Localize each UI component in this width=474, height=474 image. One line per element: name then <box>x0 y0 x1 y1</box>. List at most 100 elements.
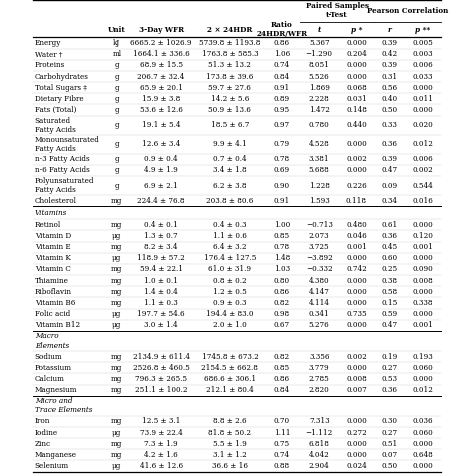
Text: 6.2 ± 3.8: 6.2 ± 3.8 <box>213 182 246 190</box>
Text: 0.42: 0.42 <box>382 50 398 58</box>
Text: mg: mg <box>111 299 122 307</box>
Text: −1.112: −1.112 <box>306 428 333 437</box>
Text: 4.2 ± 1.6: 4.2 ± 1.6 <box>144 451 178 459</box>
Text: 0.40: 0.40 <box>382 95 398 103</box>
Text: 1664.1 ± 336.6: 1664.1 ± 336.6 <box>133 50 190 58</box>
Text: 0.000: 0.000 <box>412 310 433 318</box>
Text: 5739.8 ± 1193.8: 5739.8 ± 1193.8 <box>199 39 261 47</box>
Text: 0.74: 0.74 <box>274 451 290 459</box>
Text: 173.8 ± 39.6: 173.8 ± 39.6 <box>206 73 254 81</box>
Text: 0.86: 0.86 <box>274 39 290 47</box>
Text: 0.002: 0.002 <box>346 155 367 164</box>
Text: 0.742: 0.742 <box>346 265 367 273</box>
Text: 1763.8 ± 585.3: 1763.8 ± 585.3 <box>201 50 258 58</box>
Text: 0.34: 0.34 <box>382 197 398 205</box>
Text: 0.031: 0.031 <box>346 95 367 103</box>
Text: 0.000: 0.000 <box>346 288 367 296</box>
Text: 0.001: 0.001 <box>412 243 433 251</box>
Text: mg: mg <box>111 451 122 459</box>
Text: g: g <box>115 140 119 148</box>
Text: 2.904: 2.904 <box>309 462 329 470</box>
Text: 6.4 ± 3.2: 6.4 ± 3.2 <box>213 243 246 251</box>
Text: 0.480: 0.480 <box>346 221 367 229</box>
Text: 686.6 ± 306.1: 686.6 ± 306.1 <box>204 375 256 383</box>
Text: −3.892: −3.892 <box>306 255 333 262</box>
Text: Vitamin E: Vitamin E <box>35 243 71 251</box>
Text: Macro
Elements: Macro Elements <box>35 332 69 349</box>
Text: μg: μg <box>112 255 121 262</box>
Text: 197.7 ± 54.6: 197.7 ± 54.6 <box>137 310 185 318</box>
Text: 14.2 ± 5.6: 14.2 ± 5.6 <box>211 95 249 103</box>
Text: 1.869: 1.869 <box>309 84 330 91</box>
Text: mg: mg <box>111 288 122 296</box>
Text: Water †: Water † <box>35 50 62 58</box>
Text: 0.98: 0.98 <box>274 310 290 318</box>
Text: 0.193: 0.193 <box>412 353 433 361</box>
Text: Ratio
24HDR/WFR: Ratio 24HDR/WFR <box>256 21 308 38</box>
Text: n-6 Fatty Acids: n-6 Fatty Acids <box>35 166 90 174</box>
Text: 1.0 ± 0.1: 1.0 ± 0.1 <box>144 277 178 285</box>
Text: 36.6 ± 16: 36.6 ± 16 <box>212 462 248 470</box>
Text: 2.228: 2.228 <box>309 95 329 103</box>
Text: 4.114: 4.114 <box>309 299 330 307</box>
Text: 3.0 ± 1.4: 3.0 ± 1.4 <box>145 321 178 329</box>
Text: 0.011: 0.011 <box>412 95 433 103</box>
Text: Monounsaturated
Fatty Acids: Monounsaturated Fatty Acids <box>35 136 100 153</box>
Text: Vitamin K: Vitamin K <box>35 255 71 262</box>
Text: 0.53: 0.53 <box>382 375 398 383</box>
Text: mg: mg <box>111 418 122 425</box>
Text: 0.36: 0.36 <box>382 232 398 240</box>
Text: 0.016: 0.016 <box>412 197 433 205</box>
Text: 176.4 ± 127.5: 176.4 ± 127.5 <box>204 255 256 262</box>
Text: g: g <box>115 182 119 190</box>
Text: 0.9 ± 0.3: 0.9 ± 0.3 <box>213 299 246 307</box>
Text: 0.25: 0.25 <box>382 265 398 273</box>
Text: Iron: Iron <box>35 418 50 425</box>
Text: 0.120: 0.120 <box>412 232 433 240</box>
Text: μg: μg <box>112 462 121 470</box>
Text: 2 × 24HDR: 2 × 24HDR <box>207 26 253 34</box>
Text: 212.1 ± 80.4: 212.1 ± 80.4 <box>206 386 254 394</box>
Text: 1.228: 1.228 <box>309 182 330 190</box>
Text: 0.060: 0.060 <box>412 428 433 437</box>
Text: 0.341: 0.341 <box>309 310 329 318</box>
Text: 0.50: 0.50 <box>382 462 398 470</box>
Text: 0.88: 0.88 <box>274 462 290 470</box>
Text: Cholesterol: Cholesterol <box>35 197 77 205</box>
Text: 0.85: 0.85 <box>274 232 290 240</box>
Text: 61.0 ± 31.9: 61.0 ± 31.9 <box>209 265 251 273</box>
Text: 1745.8 ± 673.2: 1745.8 ± 673.2 <box>201 353 258 361</box>
Text: 0.440: 0.440 <box>346 121 367 129</box>
Text: Total Sugars ‡: Total Sugars ‡ <box>35 84 87 91</box>
Text: 4.042: 4.042 <box>309 451 329 459</box>
Text: 0.31: 0.31 <box>382 73 398 81</box>
Text: Vitamin D: Vitamin D <box>35 232 71 240</box>
Text: 0.000: 0.000 <box>412 288 433 296</box>
Text: 0.000: 0.000 <box>412 375 433 383</box>
Text: 7.313: 7.313 <box>309 418 329 425</box>
Text: 2.0 ± 1.0: 2.0 ± 1.0 <box>213 321 247 329</box>
Text: 0.000: 0.000 <box>412 462 433 470</box>
Text: 9.9 ± 4.1: 9.9 ± 4.1 <box>213 140 247 148</box>
Text: 0.86: 0.86 <box>274 288 290 296</box>
Text: 1.11: 1.11 <box>274 428 290 437</box>
Text: 0.735: 0.735 <box>346 310 367 318</box>
Text: 0.204: 0.204 <box>346 50 367 58</box>
Text: 0.338: 0.338 <box>412 299 433 307</box>
Text: 0.000: 0.000 <box>346 321 367 329</box>
Text: 0.19: 0.19 <box>382 353 398 361</box>
Text: 0.51: 0.51 <box>382 440 398 448</box>
Text: 0.27: 0.27 <box>382 428 398 437</box>
Text: Vitamin B6: Vitamin B6 <box>35 299 75 307</box>
Text: 53.6 ± 12.6: 53.6 ± 12.6 <box>140 106 182 114</box>
Text: Proteins: Proteins <box>35 61 65 69</box>
Text: 0.39: 0.39 <box>382 155 398 164</box>
Text: 5.5 ± 1.9: 5.5 ± 1.9 <box>213 440 247 448</box>
Text: g: g <box>115 95 119 103</box>
Text: 3-Day WFR: 3-Day WFR <box>138 26 184 34</box>
Text: 2.820: 2.820 <box>309 386 329 394</box>
Text: 73.9 ± 22.4: 73.9 ± 22.4 <box>140 428 182 437</box>
Text: 0.69: 0.69 <box>274 166 290 174</box>
Text: 8.051: 8.051 <box>309 61 330 69</box>
Text: mg: mg <box>111 353 122 361</box>
